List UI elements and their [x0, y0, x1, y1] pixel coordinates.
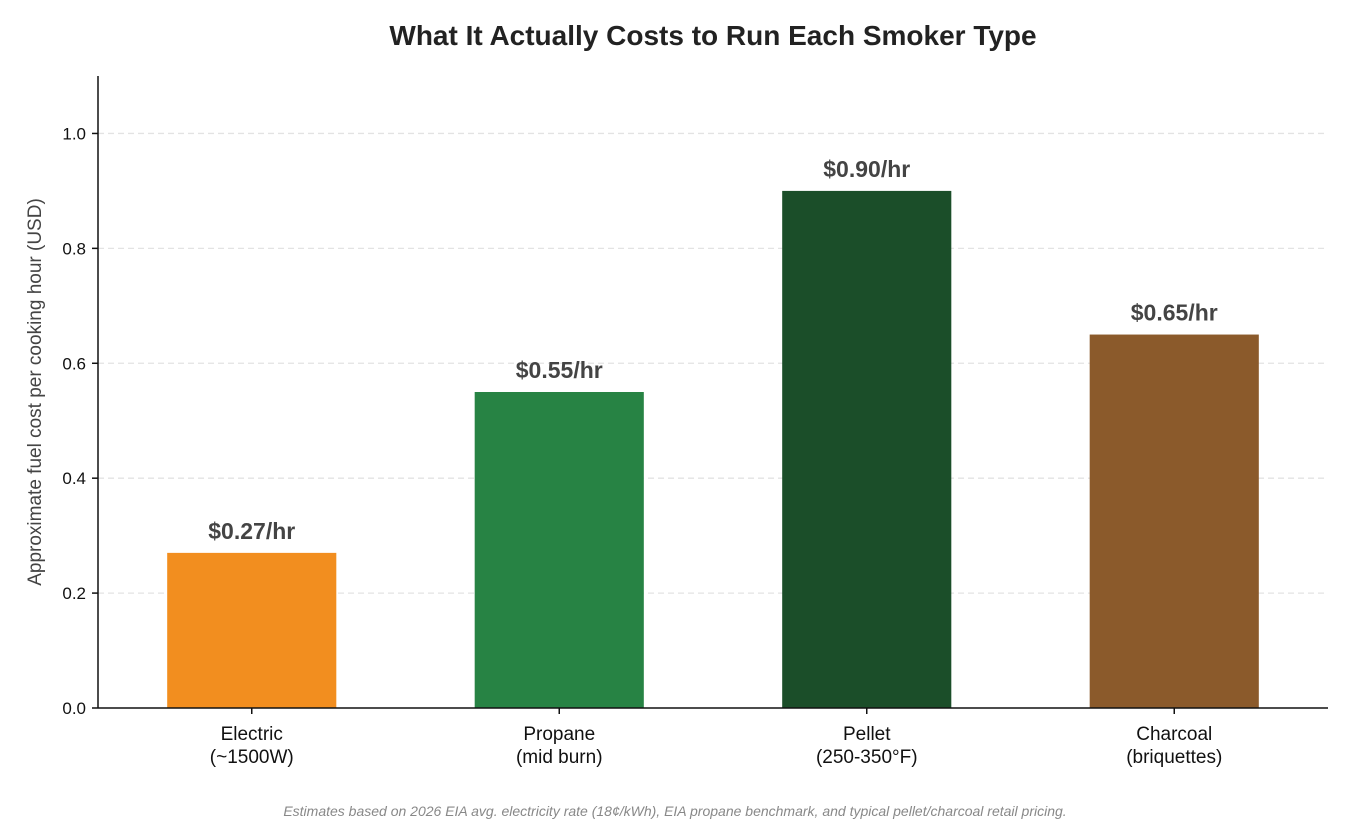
y-tick-label: 0.2 [62, 584, 86, 603]
x-tick-label: Propane [523, 724, 595, 745]
y-axis-label: Approximate fuel cost per cooking hour (… [25, 198, 46, 586]
x-tick-label-sub: (~1500W) [210, 747, 294, 768]
bar [1089, 334, 1259, 708]
bar [167, 552, 337, 708]
bar [474, 392, 644, 708]
data-label: $0.27/hr [208, 518, 295, 544]
x-tick-label-sub: (250-350°F) [816, 747, 918, 768]
footnote: Estimates based on 2026 EIA avg. electri… [283, 803, 1066, 819]
x-tick-label-sub: (mid burn) [516, 747, 603, 768]
x-tick-label-sub: (briquettes) [1126, 747, 1222, 768]
data-label: $0.55/hr [516, 357, 603, 383]
y-tick-label: 0.8 [62, 239, 86, 258]
y-tick-label: 0.4 [62, 469, 86, 488]
bar [782, 190, 952, 709]
x-ticks: Electric(~1500W)Propane(mid burn)Pellet(… [210, 708, 1222, 768]
y-tick-label: 0.0 [62, 699, 86, 718]
axes [97, 76, 1328, 709]
x-tick-label: Charcoal [1136, 724, 1212, 745]
bars [167, 190, 1259, 709]
y-tick-label: 1.0 [62, 124, 86, 143]
x-tick-label: Pellet [843, 724, 891, 745]
x-tick-label: Electric [221, 724, 283, 745]
y-tick-label: 0.6 [62, 354, 86, 373]
data-label: $0.65/hr [1131, 300, 1218, 326]
data-label: $0.90/hr [823, 156, 910, 182]
chart-title: What It Actually Costs to Run Each Smoke… [389, 20, 1036, 51]
data-labels: $0.27/hr $0.55/hr $0.90/hr $0.65/hr [208, 156, 1217, 544]
y-ticks: 0.0 0.2 0.4 0.6 0.8 1.0 [62, 124, 98, 718]
